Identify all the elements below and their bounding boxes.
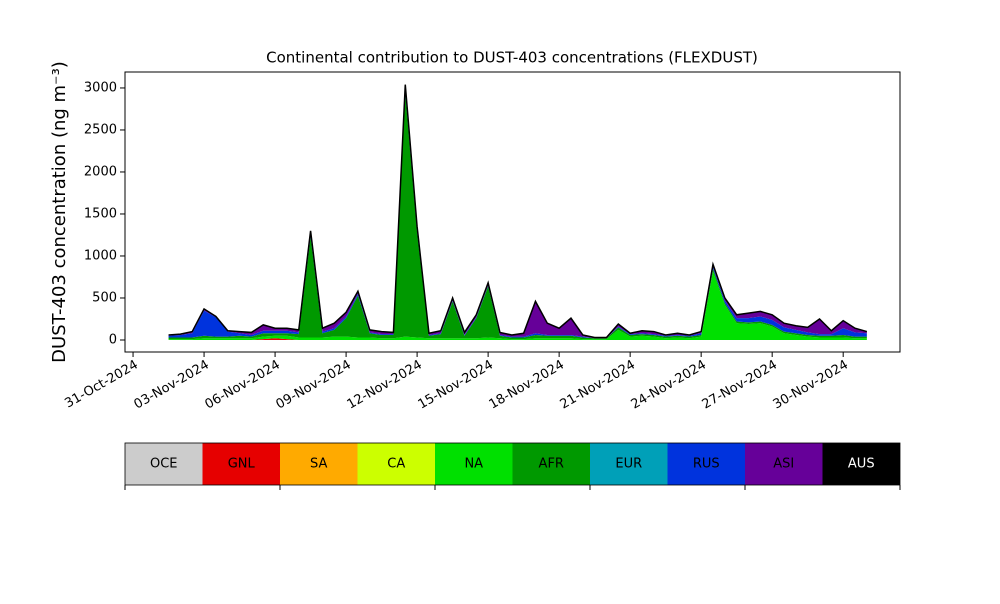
legend-label: ASI: [773, 457, 794, 472]
legend-swatch: [745, 443, 823, 485]
legend-swatch: [512, 443, 590, 485]
legend-label: CA: [387, 457, 405, 472]
legend-ticks: [124, 485, 901, 490]
top-outline: [168, 84, 868, 339]
legend-frame: [124, 442, 901, 486]
y-tick-label: 500: [92, 290, 117, 305]
y-tick-label: 2500: [84, 122, 117, 137]
y-axis-label: DUST-403 concentration (ng m⁻³): [49, 61, 70, 363]
legend-label: AFR: [539, 457, 564, 472]
y-tick-label: 1500: [84, 206, 117, 221]
legend-label: RUS: [693, 457, 720, 472]
y-tick-label: 2000: [84, 164, 117, 179]
legend-swatch: [667, 443, 745, 485]
legend-label: EUR: [615, 457, 642, 472]
legend-label: OCE: [150, 457, 178, 472]
plot-frame: [124, 71, 901, 353]
legend-swatch: [125, 443, 203, 485]
legend-label: NA: [464, 457, 483, 472]
chart-title: Continental contribution to DUST-403 con…: [266, 49, 758, 67]
legend-swatch: [435, 443, 513, 485]
plot-area: [168, 84, 868, 340]
legend: OCE GNL SA CA NA AFR EUR RUS ASI AUS: [125, 443, 900, 485]
legend-swatch: [590, 443, 668, 485]
legend-label: AUS: [848, 457, 875, 472]
legend-label: SA: [310, 457, 327, 472]
legend-swatch: [280, 443, 358, 485]
y-tick-label: 1000: [84, 248, 117, 263]
y-tick-label: 3000: [84, 80, 117, 95]
legend-swatch: [202, 443, 280, 485]
legend-label: GNL: [228, 457, 256, 472]
legend-swatch: [822, 443, 900, 485]
legend-swatch: [357, 443, 435, 485]
y-tick-label: 0: [109, 332, 117, 347]
